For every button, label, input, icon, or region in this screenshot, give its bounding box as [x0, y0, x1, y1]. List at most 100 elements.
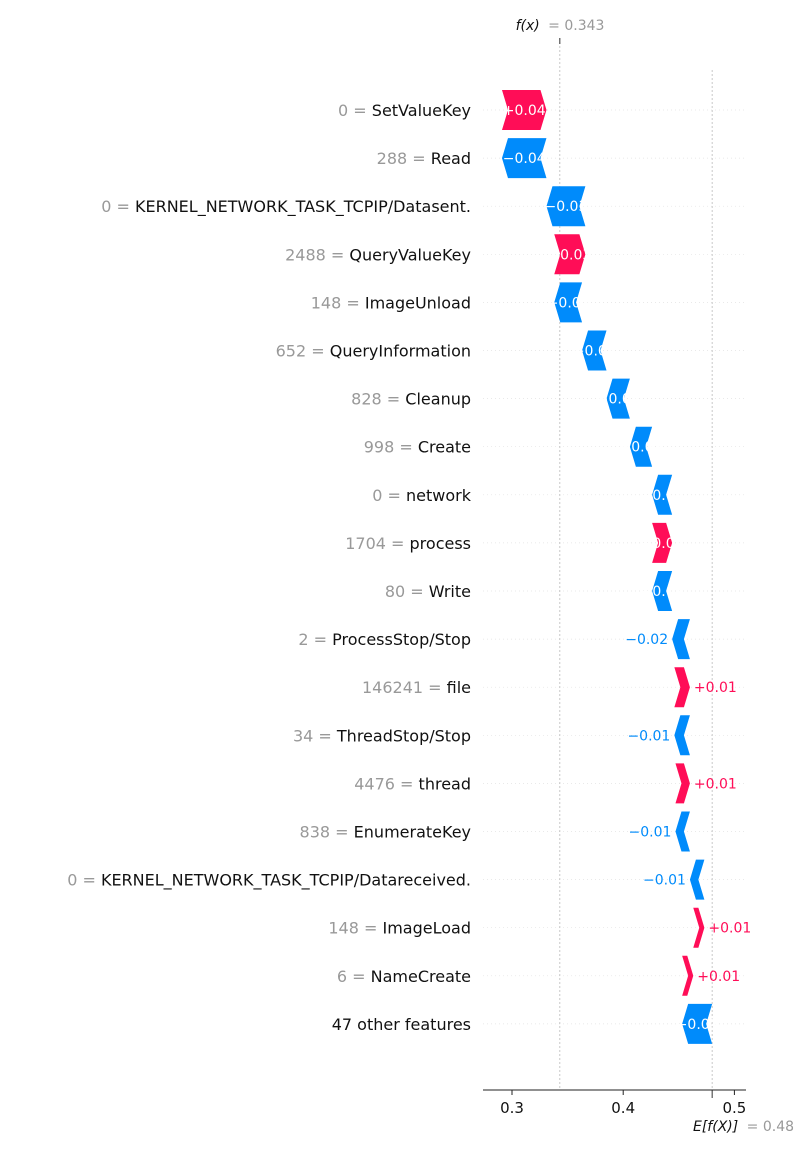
- feature-name: 47 other features: [332, 1015, 471, 1034]
- fx-annotation: f(x) = 0.343: [516, 18, 605, 34]
- contribution-label: −0.03: [544, 199, 587, 215]
- negative-bar: [682, 1003, 713, 1044]
- feature-value: 0 =: [338, 101, 372, 120]
- fx-label: f(x): [516, 18, 540, 34]
- contribution-label: −0.03: [547, 295, 590, 311]
- feature-label: 828 = Cleanup: [351, 390, 471, 409]
- feature-value: 2 =: [298, 630, 332, 649]
- feature-name: thread: [419, 774, 471, 793]
- negative-bar: [672, 619, 690, 660]
- feature-value: 998 =: [364, 438, 418, 457]
- feature-label: 998 = Create: [364, 438, 471, 457]
- feature-label: 652 = QueryInformation: [276, 342, 471, 361]
- positive-bar: [675, 763, 690, 804]
- feature-value: 652 =: [276, 342, 330, 361]
- feature-label: 148 = ImageUnload: [311, 293, 471, 312]
- feature-name: EnumerateKey: [354, 823, 471, 842]
- feature-value: 148 =: [328, 919, 382, 938]
- positive-bar: [693, 907, 705, 948]
- positive-bar: [554, 234, 586, 275]
- feature-name: Read: [431, 149, 471, 168]
- contribution-label: −0.02: [625, 632, 668, 648]
- negative-bar: [554, 282, 583, 323]
- contribution-label: −0.01: [627, 728, 670, 744]
- feature-name: file: [447, 678, 471, 697]
- feature-label: 0 = SetValueKey: [338, 101, 471, 120]
- negative-bar: [652, 571, 673, 611]
- feature-value: 2488 =: [285, 245, 349, 264]
- feature-label: 4476 = thread: [354, 774, 471, 793]
- feature-value: 6 =: [337, 967, 371, 986]
- feature-label: 146241 = file: [362, 678, 471, 697]
- contribution-label: −0.01: [643, 873, 686, 889]
- feature-name: NameCreate: [371, 967, 471, 986]
- feature-name: ImageLoad: [383, 919, 472, 938]
- feature-label: 47 other features: [332, 1015, 471, 1034]
- feature-label: 148 = ImageLoad: [328, 919, 471, 938]
- feature-name: process: [410, 534, 471, 553]
- feature-label: 288 = Read: [377, 149, 471, 168]
- contribution-label: +0.01: [694, 776, 737, 792]
- fx-value: = 0.343: [548, 18, 604, 34]
- feature-value: 0 =: [101, 197, 135, 216]
- negative-bar: [689, 859, 705, 900]
- negative-bar: [546, 186, 586, 227]
- positive-bar: [501, 90, 547, 130]
- x-tick-label: 0.4: [611, 1099, 635, 1117]
- feature-value: 0 =: [372, 486, 406, 505]
- feature-label: 2 = ProcessStop/Stop: [298, 630, 471, 649]
- feature-name: Create: [418, 438, 471, 457]
- negative-bar: [674, 715, 690, 756]
- contribution-label: −0.02: [573, 344, 616, 360]
- feature-name: QueryInformation: [330, 342, 471, 361]
- feature-name: network: [406, 486, 472, 505]
- feature-value: 838 =: [300, 823, 354, 842]
- contribution-label: −0.03: [676, 1017, 719, 1033]
- feature-value: 34 =: [293, 726, 337, 745]
- feature-name: Cleanup: [405, 390, 471, 409]
- positive-bar: [682, 955, 694, 996]
- x-tick-label: 0.5: [722, 1099, 746, 1117]
- bars-layer: +0.04 −0.04 −0.03 +0.03 −0.03 −0.02 −0.02 −0.02…: [501, 90, 751, 1044]
- positive-bar: [674, 667, 690, 708]
- efx-annotation: E[f(X)] = 0.48: [693, 1119, 794, 1135]
- feature-label: 838 = EnumerateKey: [300, 823, 471, 842]
- feature-label: 1704 = process: [345, 534, 471, 553]
- contribution-label: +0.01: [708, 921, 751, 937]
- feature-value: 148 =: [311, 293, 365, 312]
- contribution-label: +0.02: [641, 536, 684, 552]
- contribution-label: −0.02: [597, 392, 640, 408]
- feature-label: 0 = KERNEL_NETWORK_TASK_TCPIP/Datareceiv…: [67, 871, 471, 891]
- x-axis: 0.3 0.4 0.5: [483, 1089, 746, 1117]
- contribution-label: +0.01: [697, 969, 740, 985]
- feature-labels: 0 = SetValueKey 288 = Read 0 = KERNEL_NETW…: [67, 101, 472, 1034]
- x-tick-label: 0.3: [500, 1099, 524, 1117]
- feature-value: 80 =: [385, 582, 429, 601]
- contribution-label: −0.01: [629, 825, 672, 841]
- feature-value: 146241 =: [362, 678, 447, 697]
- feature-label: 0 = KERNEL_NETWORK_TASK_TCPIP/Datasent.: [101, 197, 471, 217]
- efx-label: E[f(X)]: [693, 1119, 738, 1135]
- positive-bar: [652, 522, 673, 563]
- feature-label: 34 = ThreadStop/Stop: [293, 726, 471, 745]
- feature-value: 1704 =: [345, 534, 409, 553]
- feature-label: 6 = NameCreate: [337, 967, 471, 986]
- contribution-label: −0.02: [641, 584, 684, 600]
- feature-name: KERNEL_NETWORK_TASK_TCPIP/Datasent.: [135, 197, 471, 217]
- feature-name: ThreadStop/Stop: [336, 726, 471, 745]
- feature-name: QueryValueKey: [349, 245, 471, 264]
- negative-bar: [652, 474, 673, 515]
- annotations: f(x) = 0.343 E[f(X)] = 0.48: [516, 18, 794, 1135]
- negative-bar: [501, 138, 547, 179]
- efx-value: = 0.48: [747, 1119, 794, 1135]
- feature-value: 288 =: [377, 149, 431, 168]
- contribution-label: +0.03: [548, 247, 591, 263]
- feature-name: Write: [429, 582, 471, 601]
- feature-name: ProcessStop/Stop: [332, 630, 471, 649]
- reference-lines: [559, 38, 713, 1098]
- feature-name: KERNEL_NETWORK_TASK_TCPIP/Datareceived.: [101, 871, 471, 891]
- feature-value: 4476 =: [354, 774, 418, 793]
- row-gridlines: [483, 109, 746, 1025]
- feature-name: ImageUnload: [365, 293, 471, 312]
